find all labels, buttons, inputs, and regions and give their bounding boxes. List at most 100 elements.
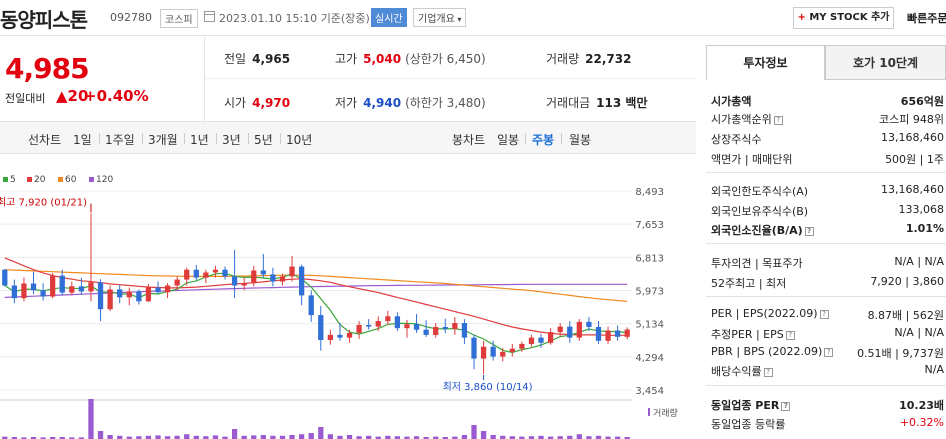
ma60-line (4, 269, 628, 302)
candle-body (136, 291, 142, 302)
candle-body (442, 326, 448, 329)
tab-10y[interactable]: 10년 (286, 133, 313, 147)
tab-5y[interactable]: 5년 (254, 133, 273, 147)
candle-body (547, 332, 554, 343)
volume-bar (88, 399, 94, 439)
help-icon[interactable]: ? (763, 367, 773, 377)
company-overview-button[interactable]: 기업개요 (413, 8, 467, 27)
candle-body (519, 343, 525, 349)
candle-body (2, 269, 8, 286)
candle-body (394, 316, 401, 329)
volume-bar (21, 437, 27, 439)
tab-1d[interactable]: 1일 (73, 133, 92, 147)
tab-order-book[interactable]: 호가 10단계 (825, 45, 946, 80)
help-icon[interactable]: ? (781, 401, 791, 411)
volume-bar (433, 436, 439, 439)
candle-body (212, 269, 219, 273)
candle-body (595, 326, 602, 341)
candle-body (78, 286, 85, 292)
tab-daily[interactable]: 일봉 (497, 133, 520, 147)
volume-bar (519, 436, 525, 439)
tab-1w[interactable]: 1주일 (105, 133, 135, 147)
help-icon[interactable]: ? (785, 330, 795, 340)
help-icon[interactable]: ? (819, 309, 829, 319)
volume-bar (394, 436, 401, 439)
ma20-line (4, 257, 628, 336)
volume-bar (366, 435, 372, 439)
y-tick-label: 7,653 (635, 220, 664, 231)
row-divider (706, 172, 946, 173)
volume-bar (289, 435, 295, 439)
help-icon[interactable]: ? (804, 226, 814, 236)
volume-bar (222, 436, 228, 439)
help-icon[interactable]: ? (824, 347, 834, 357)
low-price: 저가 4,940 (하한가 3,480) (335, 96, 486, 110)
candle-body (270, 274, 276, 282)
candle-body (260, 270, 266, 275)
candle-body (576, 321, 582, 338)
add-mystock-button[interactable]: + MY STOCK 추가 (793, 7, 894, 29)
volume-bar (547, 436, 554, 439)
tab-weekly[interactable]: 주봉 (532, 133, 555, 147)
volume-bar (117, 435, 123, 439)
candle-body (490, 346, 496, 357)
chart-period-tabs: 선차트 1일 1주일 3개월 1년 3년 5년 10년 봉차트 일봉 주봉 월봉 (0, 122, 696, 154)
volume-bar (509, 436, 515, 439)
candle-body (11, 285, 17, 299)
candle-body (538, 337, 544, 343)
candle-body (193, 269, 199, 278)
volume-bar (78, 437, 85, 439)
candle-body (21, 283, 27, 299)
tab-3m[interactable]: 3개월 (148, 133, 178, 147)
volume-bar (107, 435, 113, 439)
candle-body (366, 324, 372, 327)
tab-separator (142, 133, 143, 144)
volume-bar (30, 437, 37, 439)
tab-3y[interactable]: 3년 (222, 133, 241, 147)
investment-info-panel: 투자정보 호가 10단계 시가총액 656억원 시가총액순위? 코스피 948위 상… (706, 45, 946, 439)
candle-body (461, 323, 468, 338)
candle-body (605, 330, 611, 341)
volume-bar (184, 434, 190, 439)
tab-separator (184, 133, 185, 144)
weekly-candle-chart[interactable]: 8,493 7,653 6,813 5,973 5,134 4,294 3,454 최고 7,… (0, 184, 696, 439)
tab-separator (216, 133, 217, 144)
volume-bar (375, 436, 381, 439)
y-tick-label: 3,454 (635, 386, 664, 397)
volume-bar (605, 436, 611, 439)
volume-bar (308, 433, 314, 439)
candle-body (423, 329, 429, 335)
volume-bar (260, 435, 266, 439)
candle-body (69, 286, 75, 293)
candle-body (289, 266, 295, 277)
current-price: 4,985 (5, 52, 90, 85)
quick-order-button[interactable]: 빠른주문 (907, 12, 946, 25)
volume-bar (203, 436, 209, 439)
candle-body (88, 282, 94, 292)
volume-bar (423, 437, 429, 439)
tab-investment-info[interactable]: 투자정보 (706, 45, 825, 80)
tab-monthly[interactable]: 월봉 (569, 133, 592, 147)
open-price: 시가 4,970 (224, 96, 291, 110)
quote-datetime: 2023.01.10 15:10 기준(장중) (219, 12, 370, 25)
legend-swatch (27, 177, 32, 182)
candle-body (615, 330, 621, 337)
candle-body (184, 269, 190, 280)
volume-bar (404, 436, 410, 439)
legend-ma20: 20 (27, 175, 45, 185)
volume-bar (193, 435, 199, 439)
volume-bar (126, 436, 132, 439)
high-price: 고가 5,040 (상한가 6,450) (335, 52, 486, 66)
volume-bar (346, 435, 353, 439)
candle-body (557, 326, 563, 333)
volume-bar (174, 435, 180, 439)
volume-bar (136, 436, 142, 439)
candle-body (231, 276, 238, 286)
realtime-button[interactable]: 실시간 (371, 8, 407, 27)
help-icon[interactable]: ? (773, 115, 783, 125)
candle-body (471, 337, 477, 359)
legend-ma120: 120 (89, 175, 113, 185)
change-value: ▲20 (56, 87, 89, 105)
volume-bar (490, 435, 496, 439)
tab-1y[interactable]: 1년 (190, 133, 209, 147)
